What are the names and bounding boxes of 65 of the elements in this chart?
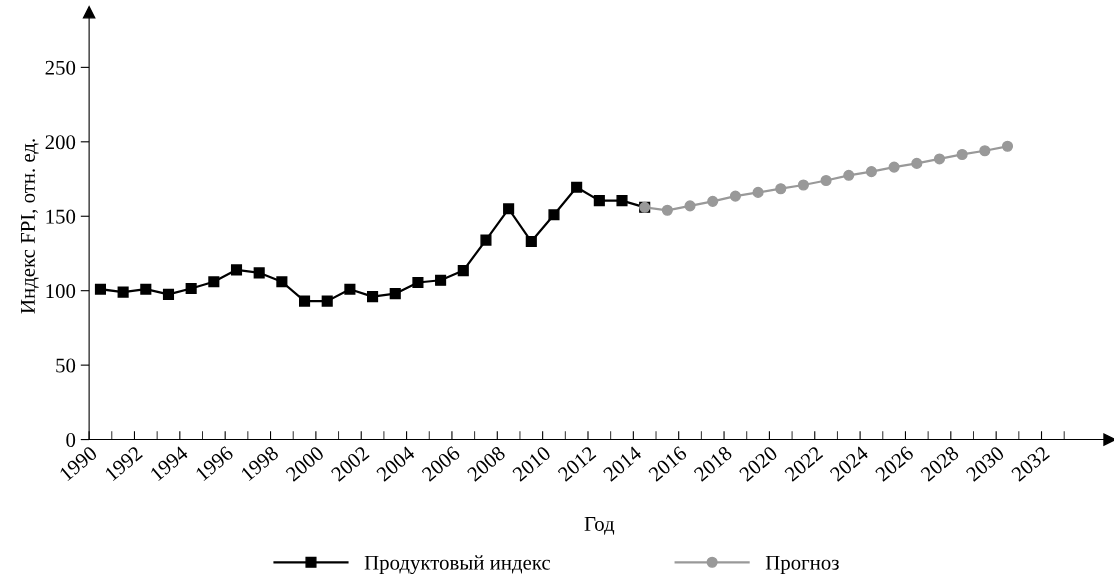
point	[888, 161, 900, 173]
point	[162, 288, 175, 300]
point	[140, 283, 152, 295]
legend-label: Прогноз	[765, 555, 839, 575]
x-tick-label: 2022	[783, 445, 824, 482]
x-tick-label: 2028	[919, 445, 960, 482]
point	[117, 286, 129, 298]
point	[933, 153, 946, 165]
point	[298, 295, 311, 307]
x-tick-label: 2020	[738, 445, 779, 482]
y-tick-label: 0	[66, 432, 76, 447]
point	[321, 295, 333, 307]
point	[367, 291, 379, 303]
y-axis-title: Индекс FPI, отн. ед.	[21, 139, 39, 314]
point	[865, 166, 878, 178]
point	[729, 190, 741, 202]
y-tick-label: 250	[45, 60, 76, 75]
x-tick-label: 2010	[511, 445, 552, 482]
point	[1001, 140, 1014, 152]
y-tick-label: 150	[46, 209, 76, 224]
point	[435, 274, 447, 286]
point	[412, 276, 424, 289]
y-tick-label: 200	[45, 135, 76, 150]
point	[276, 276, 288, 288]
point	[820, 174, 832, 187]
point	[389, 288, 401, 300]
point	[752, 186, 764, 198]
point	[775, 183, 787, 195]
point	[208, 276, 220, 288]
point	[956, 148, 968, 161]
x-tick-label: 1992	[104, 445, 144, 482]
x-tick-label: 2002	[330, 445, 370, 482]
point	[548, 209, 560, 221]
point	[525, 236, 537, 248]
legend-label: Продуктовый индекс	[364, 555, 551, 575]
x-tick-label: 2012	[557, 445, 597, 482]
point	[616, 195, 628, 207]
point	[661, 204, 673, 216]
point	[94, 283, 107, 295]
x-tick-label: 1996	[195, 445, 235, 482]
point	[684, 200, 696, 212]
x-tick-label: 2018	[693, 445, 733, 482]
point	[707, 195, 719, 207]
point	[503, 203, 515, 215]
point	[185, 282, 197, 295]
x-tick-label: 1994	[149, 445, 189, 482]
x-tick-label: 1998	[240, 445, 280, 482]
point	[979, 145, 991, 157]
point	[593, 195, 605, 207]
point	[843, 169, 855, 181]
point	[457, 265, 469, 277]
y-tick-label: 50	[56, 358, 76, 373]
x-tick-label: 2008	[466, 445, 507, 482]
x-tick-label: 2000	[285, 445, 325, 482]
point	[344, 283, 356, 295]
x-axis-title: Год	[584, 517, 615, 535]
point	[571, 181, 583, 193]
point	[230, 264, 243, 276]
x-tick-label: 2032	[1010, 445, 1051, 482]
x-tick-label: 2030	[965, 445, 1005, 482]
point	[797, 179, 809, 191]
point	[253, 267, 265, 279]
point	[480, 234, 492, 246]
point	[911, 157, 923, 169]
y-tick-label: 100	[46, 284, 76, 299]
